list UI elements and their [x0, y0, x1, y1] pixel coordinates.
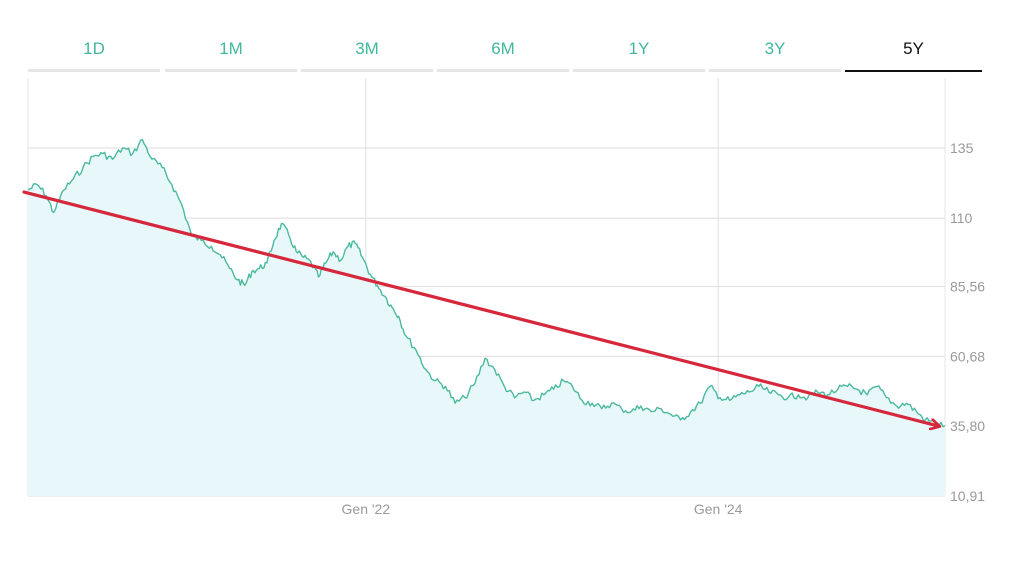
- tab-1y[interactable]: 1Y: [573, 34, 705, 72]
- x-tick-label: Gen '22: [342, 501, 391, 517]
- line-layer: [27, 138, 946, 428]
- tab-3y[interactable]: 3Y: [709, 34, 841, 72]
- trend-arrow: [22, 190, 939, 426]
- price-line: [27, 138, 946, 428]
- price-area-fill: [28, 139, 945, 496]
- y-tick-label: 10,91: [950, 488, 985, 504]
- x-tick-label: Gen '24: [694, 501, 743, 517]
- tab-1m[interactable]: 1M: [165, 34, 297, 72]
- timeframe-tabs: 1D 1M 3M 6M 1Y 3Y 5Y: [28, 34, 982, 72]
- tab-3m[interactable]: 3M: [301, 34, 433, 72]
- y-tick-label: 60,68: [950, 348, 985, 364]
- trend-layer: [22, 190, 939, 426]
- y-tick-label: 35,80: [950, 418, 985, 434]
- y-tick-label: 135: [950, 140, 974, 156]
- y-tick-label: 110: [950, 210, 973, 226]
- tab-6m[interactable]: 6M: [437, 34, 569, 72]
- area-layer: [28, 139, 945, 496]
- tab-5y[interactable]: 5Y: [845, 34, 982, 72]
- y-tick-label: 85,56: [950, 279, 985, 295]
- label-layer: 135 110 85,56 60,68 35,80 10,91 Gen '22 Gen '24: [342, 140, 986, 517]
- tab-1d[interactable]: 1D: [28, 34, 160, 72]
